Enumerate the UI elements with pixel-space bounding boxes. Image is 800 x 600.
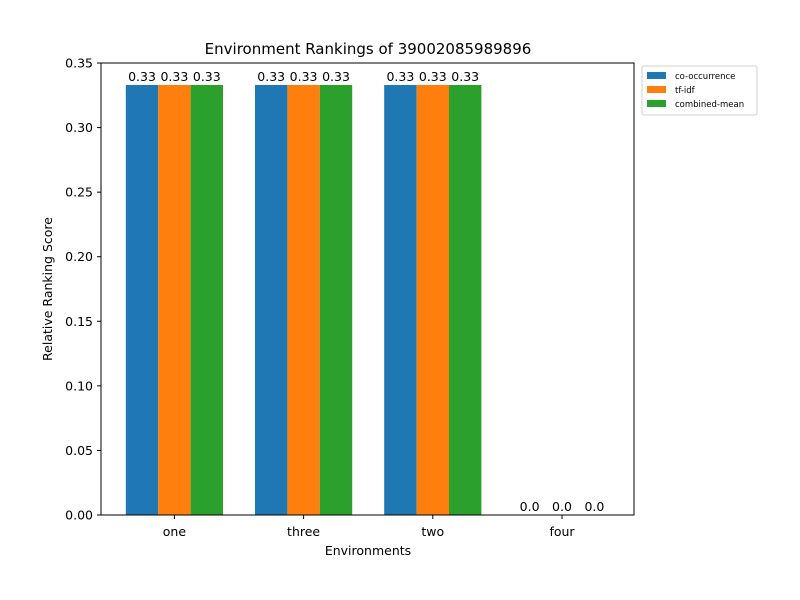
y-tick-label: 0.00 <box>65 508 93 523</box>
bar-co-occurrence-three <box>255 84 288 515</box>
y-axis-label: Relative Ranking Score <box>40 217 55 361</box>
y-axis: 0.00 0.05 0.10 0.15 0.20 0.25 0.30 0.35 <box>65 56 101 523</box>
plot-area-frame <box>100 62 635 516</box>
data-label-combined-mean-one: 0.33 <box>193 69 221 84</box>
data-labels-group: 0.33 0.33 0.33 0.0 0.33 0.33 0.33 0.0 0.33 0.33 0.… <box>128 69 604 514</box>
x-tick-label-three: three <box>287 524 320 539</box>
legend-label-combined-mean: combined-mean <box>675 100 744 110</box>
bar-tf-idf-three <box>287 84 320 515</box>
legend-swatch-combined-mean <box>647 100 666 107</box>
bar-co-occurrence-one <box>125 84 159 515</box>
y-tick-label: 0.15 <box>65 314 93 329</box>
bar-tf-idf-one <box>158 84 191 515</box>
legend-label-co-occurrence: co-occurrence <box>675 72 735 82</box>
data-label-co-occurrence-one: 0.33 <box>128 69 156 84</box>
legend: co-occurrence tf-idf combined-mean <box>641 65 758 116</box>
x-axis: one three two four <box>163 515 575 539</box>
bar-combined-mean-two <box>449 84 482 515</box>
bar-combined-mean-one <box>190 84 223 515</box>
x-tick-label-two: two <box>421 524 444 539</box>
data-label-tf-idf-two: 0.33 <box>419 69 447 84</box>
legend-swatch-co-occurrence <box>647 72 666 79</box>
x-tick-label-four: four <box>549 524 575 539</box>
legend-swatch-tf-idf <box>647 86 666 93</box>
y-tick-label: 0.30 <box>65 120 93 135</box>
data-label-tf-idf-one: 0.33 <box>160 69 188 84</box>
y-tick-label: 0.20 <box>65 249 93 264</box>
y-tick-label: 0.25 <box>65 185 93 200</box>
data-label-combined-mean-four: 0.0 <box>584 499 604 514</box>
legend-box <box>641 65 758 116</box>
data-label-co-occurrence-four: 0.0 <box>520 499 540 514</box>
y-tick-label: 0.05 <box>65 443 93 458</box>
x-tick-label-one: one <box>163 524 187 539</box>
x-axis-label: Environments <box>325 543 411 558</box>
bars-group <box>125 84 482 515</box>
data-label-co-occurrence-three: 0.33 <box>257 69 285 84</box>
y-tick-label: 0.35 <box>65 56 93 71</box>
bar-combined-mean-three <box>319 84 353 515</box>
data-label-combined-mean-three: 0.33 <box>322 69 350 84</box>
bar-tf-idf-two <box>416 84 449 515</box>
data-label-co-occurrence-two: 0.33 <box>386 69 414 84</box>
data-label-tf-idf-four: 0.0 <box>552 499 572 514</box>
data-label-combined-mean-two: 0.33 <box>451 69 479 84</box>
chart-title: Environment Rankings of 39002085989896 <box>205 40 532 58</box>
data-label-tf-idf-three: 0.33 <box>290 69 318 84</box>
y-tick-label: 0.10 <box>65 378 93 393</box>
legend-label-tf-idf: tf-idf <box>675 86 696 96</box>
bar-co-occurrence-two <box>384 84 417 515</box>
